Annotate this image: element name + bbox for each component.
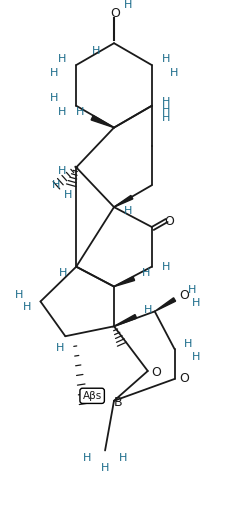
Text: H: H	[119, 454, 127, 463]
Text: H: H	[58, 107, 67, 117]
Polygon shape	[114, 315, 137, 326]
Text: H: H	[22, 303, 31, 312]
Text: O: O	[151, 366, 161, 379]
Text: O: O	[110, 7, 120, 20]
Text: H: H	[161, 54, 170, 64]
Text: H: H	[169, 68, 178, 78]
Text: H: H	[56, 343, 65, 353]
Text: H: H	[188, 284, 197, 295]
Text: H: H	[92, 46, 100, 56]
Text: H: H	[192, 352, 201, 362]
Text: H: H	[58, 54, 67, 64]
Text: B: B	[114, 397, 122, 409]
Text: O: O	[180, 373, 189, 386]
Text: O: O	[165, 215, 174, 228]
Text: H: H	[59, 268, 68, 278]
Text: H: H	[184, 339, 193, 349]
Text: H: H	[58, 166, 67, 176]
Text: H: H	[142, 268, 150, 278]
Text: H: H	[83, 454, 91, 463]
Polygon shape	[114, 196, 133, 207]
Polygon shape	[155, 298, 176, 311]
Text: H: H	[101, 463, 109, 473]
Text: H: H	[161, 113, 170, 122]
Text: H: H	[124, 206, 132, 216]
Text: H: H	[161, 105, 170, 115]
Text: H: H	[52, 180, 61, 190]
Text: H: H	[50, 93, 59, 103]
Text: H: H	[50, 68, 59, 78]
Text: H: H	[14, 291, 23, 301]
Text: H: H	[161, 262, 170, 271]
Text: H: H	[144, 305, 152, 316]
Text: H: H	[124, 1, 132, 10]
Text: O: O	[180, 289, 189, 302]
Text: H: H	[161, 97, 170, 107]
Polygon shape	[114, 277, 135, 286]
Text: H: H	[192, 298, 201, 308]
Text: H: H	[76, 107, 85, 117]
Text: Aβs: Aβs	[82, 391, 102, 401]
Text: H: H	[64, 190, 73, 200]
Polygon shape	[91, 115, 114, 128]
